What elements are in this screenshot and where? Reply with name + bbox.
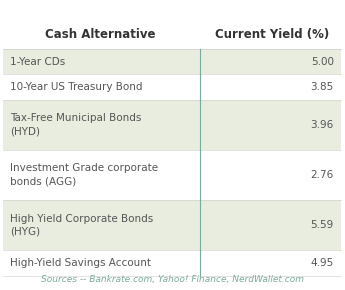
Text: Investment Grade corporate
bonds (AGG): Investment Grade corporate bonds (AGG) [10,163,158,186]
Text: 10-Year US Treasury Bond: 10-Year US Treasury Bond [10,82,143,92]
Text: 5.59: 5.59 [310,220,334,230]
Text: 2.76: 2.76 [310,170,334,180]
Text: 1-Year CDs: 1-Year CDs [10,57,66,67]
FancyBboxPatch shape [3,49,341,75]
FancyBboxPatch shape [3,150,341,200]
FancyBboxPatch shape [3,250,341,276]
Text: Tax-Free Municipal Bonds
(HYD): Tax-Free Municipal Bonds (HYD) [10,113,142,136]
Text: 3.85: 3.85 [310,82,334,92]
FancyBboxPatch shape [3,75,341,99]
Text: 5.00: 5.00 [311,57,334,67]
Text: 4.95: 4.95 [310,258,334,268]
FancyBboxPatch shape [3,99,341,150]
Text: Sources -- Bankrate.com, Yahoo! Finance, NerdWallet.com: Sources -- Bankrate.com, Yahoo! Finance,… [40,275,304,284]
Text: High-Yield Savings Account: High-Yield Savings Account [10,258,151,268]
Text: 3.96: 3.96 [310,120,334,130]
Text: High Yield Corporate Bonds
(HYG): High Yield Corporate Bonds (HYG) [10,214,154,237]
Text: Current Yield (%): Current Yield (%) [215,28,329,41]
Text: Cash Alternative: Cash Alternative [45,28,155,41]
FancyBboxPatch shape [3,200,341,250]
